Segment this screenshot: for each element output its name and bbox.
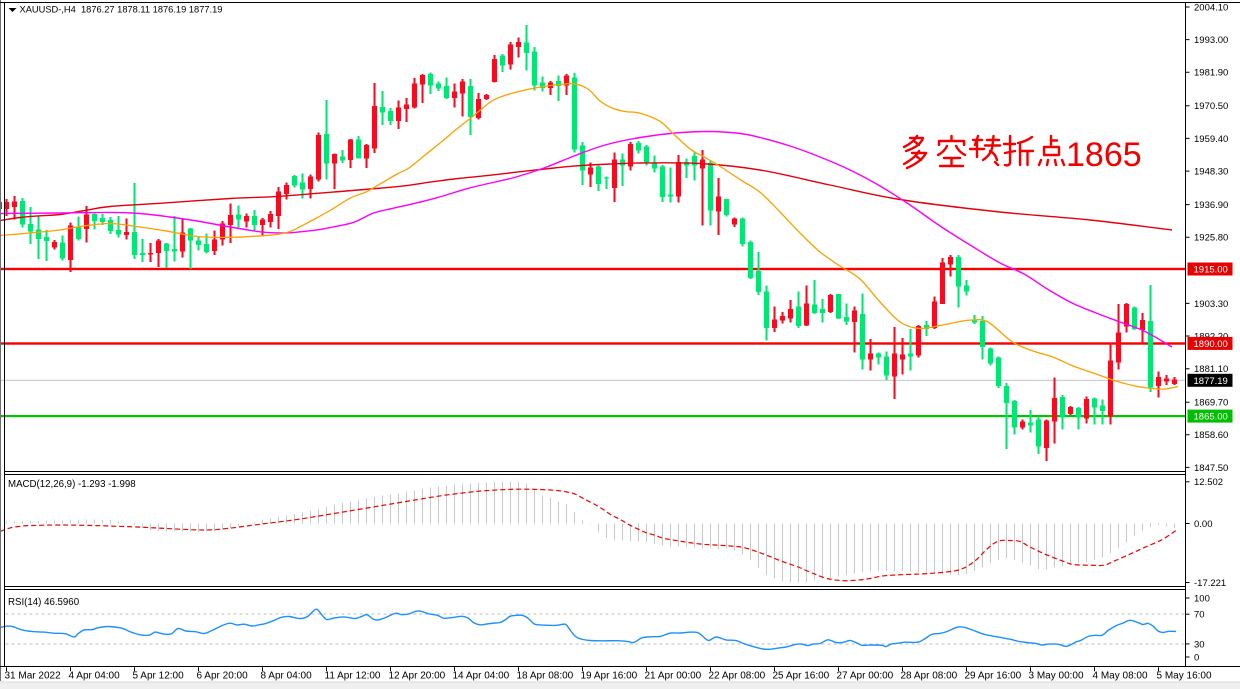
svg-text:-17.221: -17.221 [1194, 578, 1226, 589]
svg-text:1869.70: 1869.70 [1194, 398, 1228, 409]
svg-text:XAUUSD-,H4 1876.27 1878.11 18: XAUUSD-,H4 1876.27 1878.11 1876.19 1877.… [20, 4, 223, 14]
svg-text:4 Apr 04:00: 4 Apr 04:00 [69, 671, 121, 682]
svg-text:5 May 16:00: 5 May 16:00 [1157, 671, 1212, 682]
svg-text:21 Apr 00:00: 21 Apr 00:00 [645, 671, 702, 682]
svg-text:1847.50: 1847.50 [1194, 463, 1228, 474]
svg-text:12 Apr 20:00: 12 Apr 20:00 [389, 671, 446, 682]
svg-text:1993.00: 1993.00 [1194, 35, 1228, 46]
svg-text:0: 0 [1194, 652, 1199, 663]
svg-text:MACD(12,26,9) -1.293 -1.998: MACD(12,26,9) -1.293 -1.998 [8, 479, 136, 490]
svg-text:31 Mar 2022: 31 Mar 2022 [5, 671, 62, 682]
svg-text:2004.10: 2004.10 [1194, 2, 1228, 13]
svg-text:1981.90: 1981.90 [1194, 68, 1228, 79]
svg-text:1877.19: 1877.19 [1194, 376, 1228, 387]
svg-text:1865.00: 1865.00 [1194, 412, 1228, 423]
svg-text:1865: 1865 [1066, 136, 1142, 174]
svg-text:6 Apr 20:00: 6 Apr 20:00 [197, 671, 249, 682]
svg-text:29 Apr 16:00: 29 Apr 16:00 [965, 671, 1022, 682]
svg-text:RSI(14) 46.5960: RSI(14) 46.5960 [8, 597, 80, 608]
svg-text:100: 100 [1194, 593, 1210, 604]
svg-text:19 Apr 16:00: 19 Apr 16:00 [581, 671, 638, 682]
svg-text:1948.30: 1948.30 [1194, 167, 1228, 178]
svg-text:11 Apr 12:00: 11 Apr 12:00 [325, 671, 381, 682]
svg-text:1890.00: 1890.00 [1194, 339, 1228, 350]
svg-text:27 Apr 00:00: 27 Apr 00:00 [837, 671, 894, 682]
svg-text:1936.90: 1936.90 [1194, 200, 1228, 211]
svg-text:3 May 00:00: 3 May 00:00 [1029, 671, 1084, 682]
svg-text:4 May 08:00: 4 May 08:00 [1093, 671, 1148, 682]
svg-text:1858.60: 1858.60 [1194, 430, 1228, 441]
svg-text:1903.30: 1903.30 [1194, 299, 1228, 310]
svg-text:8 Apr 04:00: 8 Apr 04:00 [261, 671, 313, 682]
svg-text:1970.50: 1970.50 [1194, 101, 1228, 112]
svg-text:1915.00: 1915.00 [1194, 265, 1228, 276]
svg-text:30: 30 [1194, 639, 1205, 650]
svg-text:1959.40: 1959.40 [1194, 134, 1228, 145]
svg-text:14 Apr 04:00: 14 Apr 04:00 [453, 671, 510, 682]
svg-text:25 Apr 16:00: 25 Apr 16:00 [773, 671, 830, 682]
svg-text:12.502: 12.502 [1194, 477, 1223, 488]
svg-text:0.00: 0.00 [1194, 519, 1213, 530]
svg-text:1925.80: 1925.80 [1194, 233, 1228, 244]
svg-text:5 Apr 12:00: 5 Apr 12:00 [133, 671, 185, 682]
svg-text:22 Apr 08:00: 22 Apr 08:00 [709, 671, 766, 682]
svg-text:1881.10: 1881.10 [1194, 364, 1228, 375]
svg-text:18 Apr 08:00: 18 Apr 08:00 [517, 671, 574, 682]
svg-text:28 Apr 08:00: 28 Apr 08:00 [901, 671, 958, 682]
svg-text:70: 70 [1194, 610, 1205, 621]
